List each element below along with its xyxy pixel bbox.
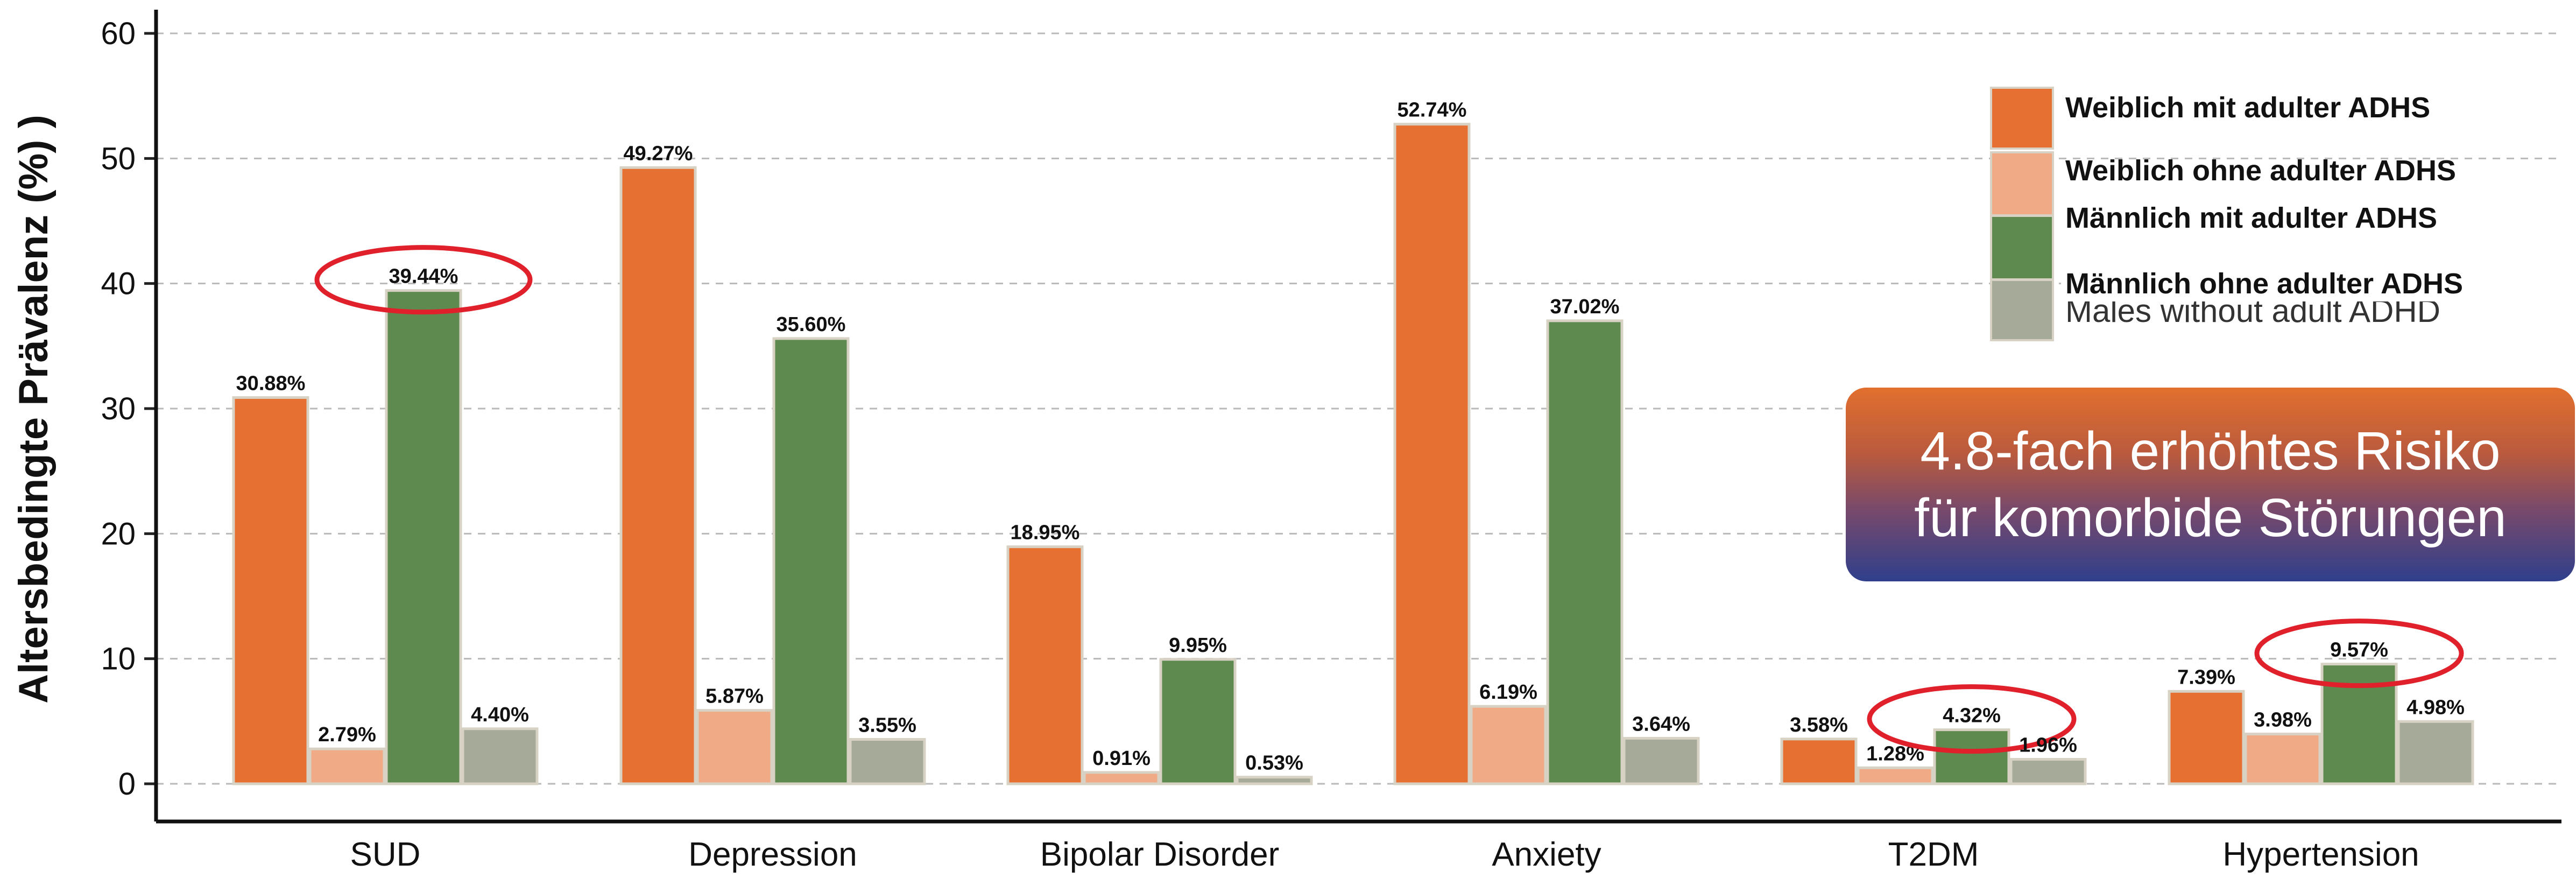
legend-swatch	[1990, 87, 2054, 150]
risk-callout-box: 4.8-fach erhöhtes Risiko für komorbide S…	[1846, 388, 2575, 581]
x-tick-label: SUD	[350, 836, 421, 873]
legend-label: Männlich mit adulter ADHS	[2065, 202, 2437, 234]
bar	[696, 709, 773, 785]
x-tick-label: Bipolar Disorder	[1040, 836, 1280, 873]
bar	[1780, 737, 1858, 785]
x-tick-label: Depression	[688, 836, 857, 873]
bar	[1546, 319, 1624, 785]
highlight-ellipse	[1867, 684, 2077, 754]
highlight-ellipse	[2254, 619, 2464, 689]
bar	[1006, 545, 1084, 785]
bar	[1393, 123, 1471, 785]
legend-mask	[2061, 264, 2561, 301]
bar	[1470, 705, 1547, 785]
bar	[461, 727, 539, 785]
y-tick-label: 0	[118, 767, 136, 802]
bar-value-label: 7.39%	[2177, 666, 2235, 689]
legend-swatch	[1990, 279, 2054, 341]
bar	[2397, 720, 2474, 785]
bar-value-label: 49.27%	[624, 142, 693, 165]
bar	[2168, 690, 2245, 785]
callout-line-1: 4.8-fach erhöhtes Risiko	[1920, 421, 2501, 481]
bar	[308, 747, 386, 785]
bar	[1933, 728, 2010, 785]
bar	[2320, 663, 2398, 785]
bar	[1236, 776, 1313, 785]
y-axis-title: Altersbedingte Prävalenz (%) )	[11, 115, 57, 704]
bar-value-label: 3.58%	[1790, 714, 1848, 736]
bar	[772, 337, 850, 785]
bar-value-label: 5.87%	[705, 685, 764, 708]
bar-value-label: 37.02%	[1550, 296, 1620, 318]
highlight-ellipse	[314, 245, 533, 315]
x-tick-label: Anxiety	[1492, 836, 1601, 873]
x-tick-label: T2DM	[1888, 836, 1979, 873]
bar-value-label: 4.32%	[1943, 705, 2001, 727]
bar	[232, 396, 309, 785]
bar-value-label: 6.19%	[1479, 681, 1537, 704]
bar-value-label: 4.40%	[471, 704, 529, 726]
bar-value-label: 39.44%	[389, 265, 458, 288]
bar	[2009, 757, 2087, 785]
bar-value-label: 52.74%	[1398, 99, 1467, 122]
bar-value-label: 9.57%	[2330, 639, 2388, 662]
bar-value-label: 2.79%	[318, 724, 376, 746]
bar	[849, 738, 926, 785]
legend-label: Männlich ohne adulter ADHS	[2065, 268, 2463, 300]
bar	[1857, 766, 1934, 785]
bar	[385, 289, 462, 785]
bar	[1083, 771, 1160, 785]
bar-value-label: 35.60%	[777, 313, 846, 336]
bar-value-label: 4.98%	[2406, 696, 2465, 719]
y-tick-label: 60	[101, 16, 136, 51]
callout-line-2: für komorbide Störungen	[1914, 488, 2507, 548]
bar	[619, 166, 697, 785]
bar-value-label: 0.53%	[1245, 752, 1303, 775]
bar	[1159, 658, 1237, 785]
x-tick-label: Hypertension	[2222, 836, 2419, 873]
bar	[1622, 736, 1700, 785]
legend-swatch	[1990, 215, 2054, 280]
y-tick-label: 10	[101, 642, 136, 677]
bar	[2244, 733, 2321, 785]
y-tick-label: 30	[101, 391, 136, 426]
bar-value-label: 3.55%	[858, 714, 916, 737]
legend-label: Weiblich mit adulter ADHS	[2065, 92, 2430, 124]
bar-value-label: 3.64%	[1632, 713, 1690, 735]
y-tick-label: 40	[101, 266, 136, 301]
bar-value-label: 3.98%	[2254, 709, 2312, 732]
y-tick-label: 50	[101, 141, 136, 176]
bar-value-label: 18.95%	[1011, 522, 1080, 544]
y-tick-label: 20	[101, 516, 136, 551]
legend-label: Weiblich ohne adulter ADHS	[2065, 154, 2456, 187]
bar-value-label: 30.88%	[236, 373, 306, 395]
bar-value-label: 9.95%	[1169, 634, 1227, 657]
bar-value-label: 1.96%	[2019, 734, 2077, 756]
legend-swatch	[1990, 151, 2054, 216]
bar-value-label: 0.91%	[1092, 747, 1151, 770]
